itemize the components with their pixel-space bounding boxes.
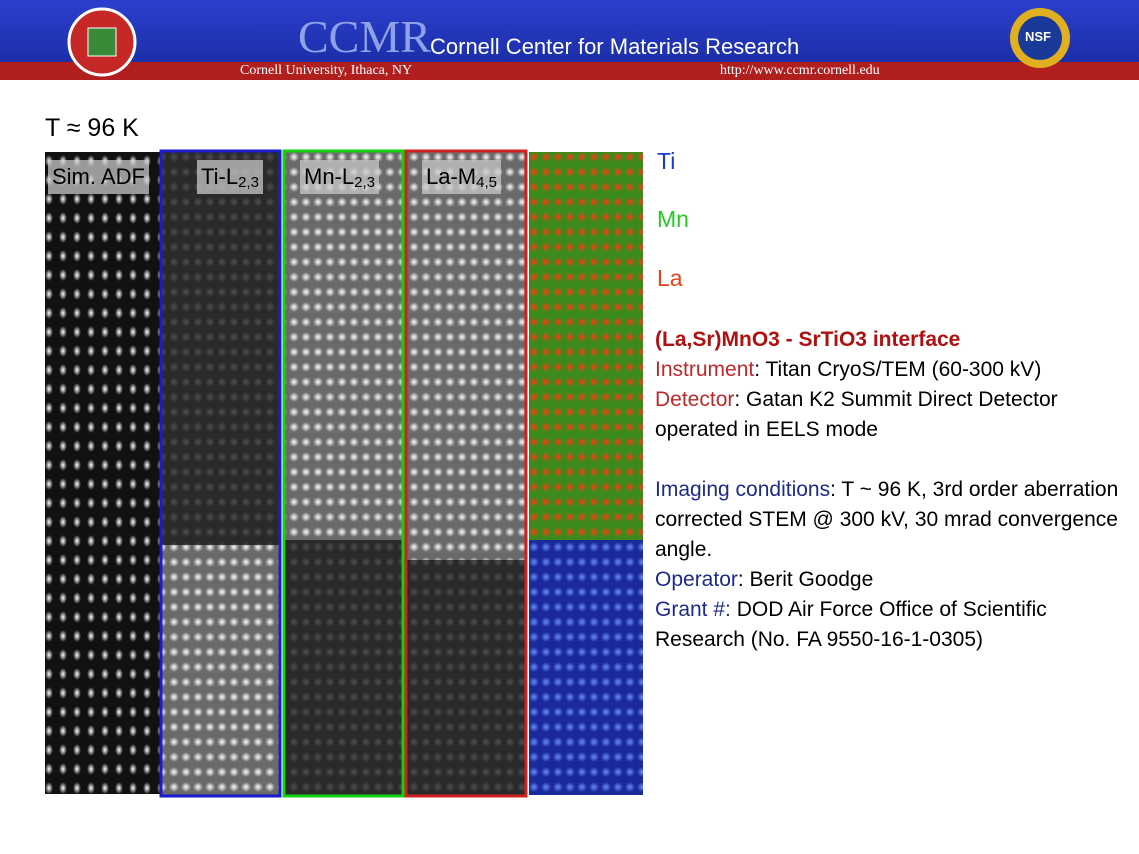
info-line: Imaging conditions: T ~ 96 K, 3rd order …: [655, 475, 1133, 565]
temperature: T ≈ 96 K: [45, 114, 139, 142]
la-image-bottom: [407, 560, 525, 795]
info-text: : Titan CryoS/TEM (60-300 kV): [754, 358, 1042, 381]
sim-adf-image: [45, 152, 160, 794]
panel-label-sub: 2,3: [238, 174, 259, 191]
info-line: Detector: Gatan K2 Summit Direct Detecto…: [655, 385, 1133, 445]
ccmr-wordmark: CCMR: [298, 11, 431, 62]
info-text: : Berit Goodge: [737, 568, 874, 591]
panel-label-text: Ti-L: [201, 164, 239, 189]
header-title: Cornell Center for Materials Research: [430, 34, 800, 59]
info-text: : Gatan K2 Summit Direct Detector operat…: [655, 388, 1058, 441]
header-url: http://www.ccmr.cornell.edu: [720, 63, 880, 78]
legend-mn: Mn: [657, 206, 689, 232]
header-subtitle: Cornell University, Ithaca, NY: [240, 63, 413, 78]
panel-label-sub: 2,3: [354, 174, 375, 191]
composite-bottom: [529, 540, 643, 795]
composite-top: [529, 152, 643, 540]
panel-label-text: La-M: [426, 164, 477, 189]
la-image-top: [407, 152, 525, 560]
ti-image-top: [162, 152, 279, 545]
panel-label-text: Sim. ADF: [52, 164, 145, 189]
info-key: Grant #:: [655, 598, 731, 621]
header-band: [0, 0, 1139, 62]
panel-label: Ti-L2,3: [197, 160, 263, 194]
legend-ti: Ti: [657, 148, 676, 174]
info-key: Detector: [655, 388, 735, 411]
header-stripe: [0, 62, 1139, 80]
mn-frame: [282, 149, 405, 798]
nsf-logo-inner: [1018, 16, 1062, 60]
panel-label: Mn-L2,3: [300, 160, 379, 194]
info-line: Operator: Berit Goodge: [655, 565, 1133, 595]
info-text: : T ~ 96 K, 3rd order aberration correct…: [655, 478, 1119, 561]
info-line: Grant #: DOD Air Force Office of Scienti…: [655, 595, 1133, 655]
info-key: Instrument: [655, 358, 755, 381]
info-line: Instrument: Titan CryoS/TEM (60-300 kV): [655, 355, 1133, 385]
panel-label-sub: 4,5: [476, 174, 497, 191]
info-text: DOD Air Force Office of Scientific Resea…: [655, 598, 1047, 651]
nsf-text: NSF: [1025, 29, 1051, 44]
info-title: (La,Sr)MnO3 - SrTiO3 interface: [655, 328, 961, 351]
info-key: Imaging conditions: [655, 478, 831, 501]
ti-frame: [159, 149, 282, 798]
panel-label-text: Mn-L: [304, 164, 355, 189]
panel-label: La-M4,5: [422, 160, 501, 194]
ccmr-logo-cube: [87, 27, 117, 57]
mn-image-bottom: [285, 540, 402, 795]
mn-image-top: [285, 152, 402, 540]
legend-la: La: [657, 265, 683, 291]
panel-label: Sim. ADF: [48, 160, 149, 194]
info-key: Operator: [655, 568, 738, 591]
info-block: (La,Sr)MnO3 - SrTiO3 interface Instrumen…: [655, 325, 1133, 655]
ti-image-bottom: [162, 545, 279, 795]
la-frame: [404, 149, 528, 798]
